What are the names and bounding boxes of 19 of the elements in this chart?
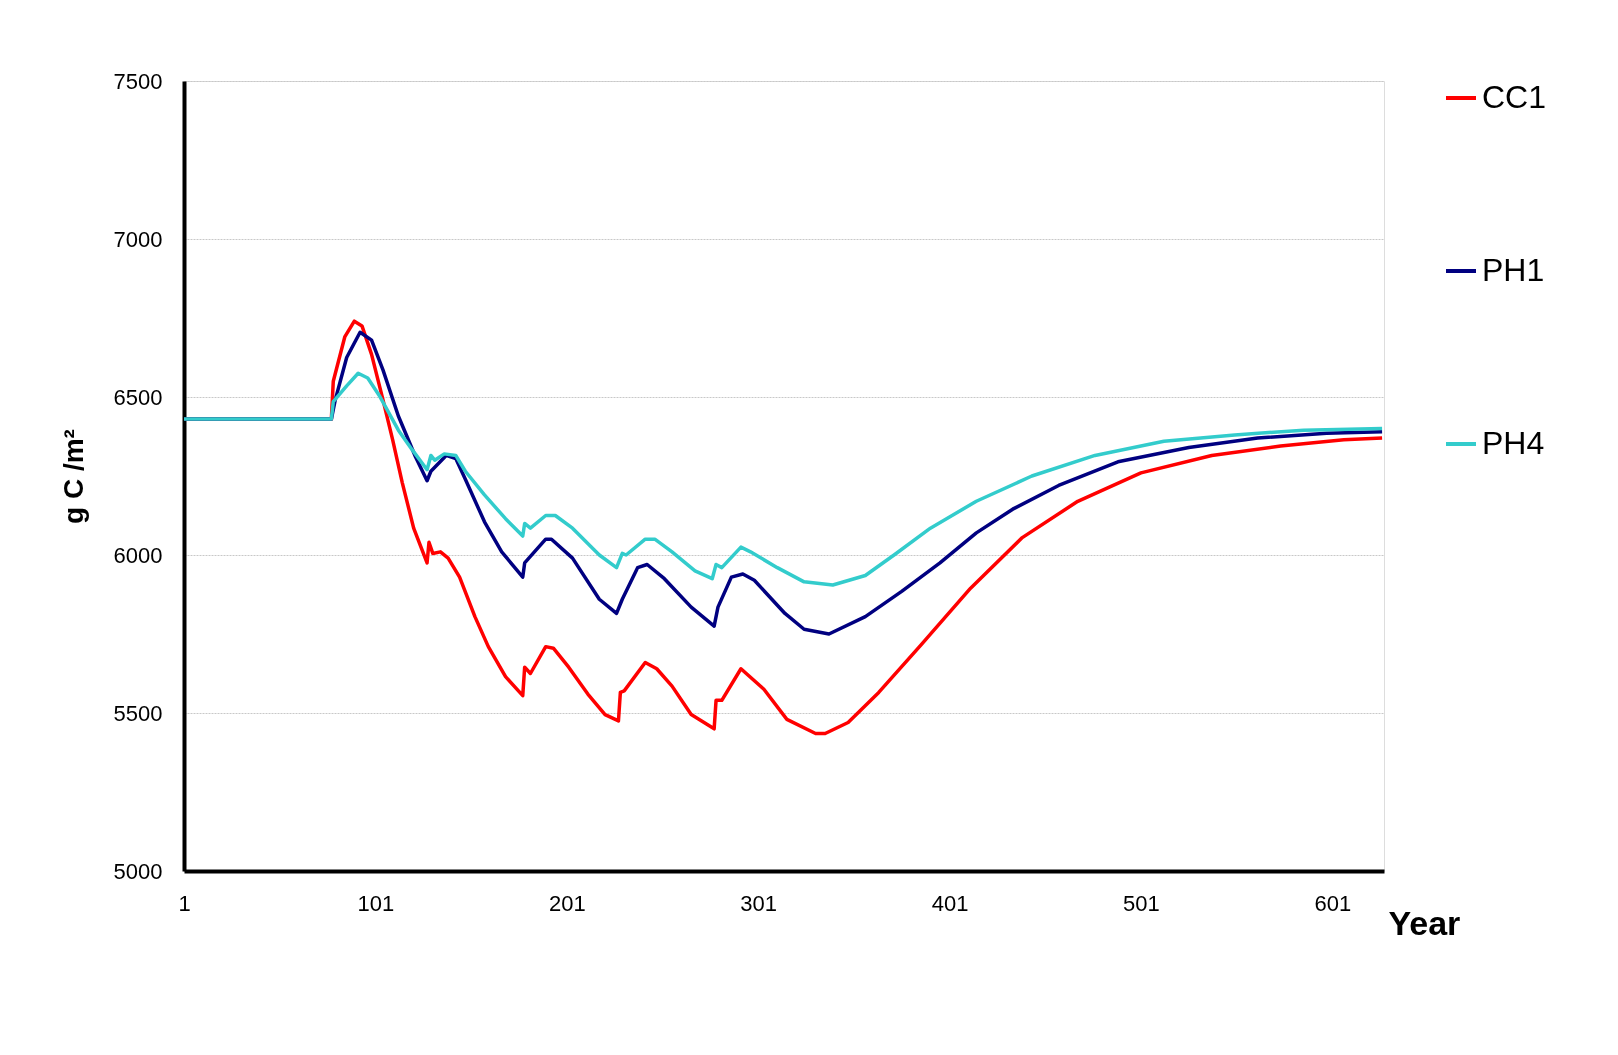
x-tick-label: 501 bbox=[1123, 890, 1160, 916]
legend-label: PH1 bbox=[1482, 252, 1545, 288]
x-tick-label: 101 bbox=[357, 890, 395, 916]
x-tick-label: 301 bbox=[740, 890, 778, 916]
x-tick-label: 401 bbox=[931, 890, 969, 916]
x-tick-label: 601 bbox=[1314, 890, 1352, 916]
x-tick-label: 1 bbox=[178, 890, 191, 916]
legend-label: PH4 bbox=[1482, 425, 1545, 461]
y-tick-label: 5500 bbox=[113, 700, 163, 726]
y-tick-label: 6500 bbox=[113, 384, 163, 410]
y-tick-label: 7000 bbox=[113, 226, 163, 252]
legend-label: CC1 bbox=[1482, 79, 1547, 115]
line-series bbox=[182, 371, 1384, 587]
x-axis-title: Year bbox=[1388, 903, 1461, 942]
x-tick-label: 201 bbox=[548, 890, 586, 916]
y-tick-label: 7500 bbox=[113, 68, 163, 94]
y-axis-title: g C /m² bbox=[57, 429, 89, 524]
y-tick-label: 6000 bbox=[113, 542, 163, 568]
y-tick-label: 5000 bbox=[113, 858, 163, 884]
